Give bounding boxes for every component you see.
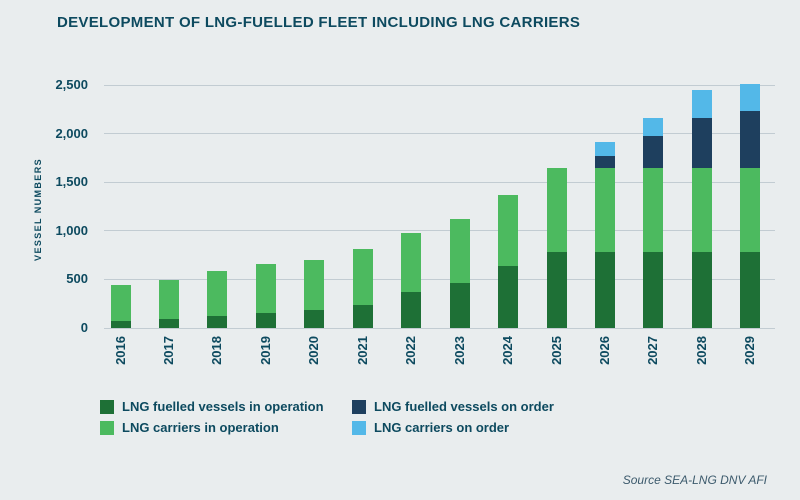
bar-segment — [740, 251, 761, 328]
bar-segment — [691, 117, 712, 169]
y-tick-label: 1,000 — [55, 222, 88, 238]
gridline — [104, 230, 775, 232]
legend-swatch — [100, 399, 114, 414]
bar-segment — [595, 155, 615, 169]
chart-title: DEVELOPMENT OF LNG-FUELLED FLEET INCLUDI… — [57, 14, 581, 31]
x-tick-label: 2027 — [645, 336, 661, 365]
bar-segment — [691, 251, 712, 328]
legend-item: LNG fuelled vessels in operation — [100, 396, 352, 417]
bar-segment — [498, 194, 519, 266]
legend-swatch — [352, 399, 366, 414]
x-tick-label: 2028 — [693, 336, 709, 365]
bar-2017 — [158, 279, 179, 328]
bar-segment — [691, 168, 712, 252]
bar-2020 — [304, 259, 325, 328]
legend-swatch — [100, 420, 114, 435]
bar-2028 — [691, 89, 712, 328]
gridline — [104, 278, 775, 280]
legend-item: LNG carriers in operation — [100, 417, 352, 438]
bar-segment — [643, 251, 664, 328]
bar-2022 — [401, 232, 422, 328]
plot-area — [104, 83, 775, 329]
chart-legend: LNG fuelled vessels in operation LNG carr… — [100, 396, 554, 438]
bar-segment — [255, 264, 276, 313]
gridline — [104, 84, 775, 86]
bar-2025 — [546, 168, 567, 328]
x-tick-label: 2021 — [354, 336, 370, 365]
gridline — [104, 327, 775, 329]
x-tick-label: 2025 — [548, 336, 564, 365]
bar-segment — [401, 232, 422, 293]
bar-segment — [643, 136, 664, 169]
x-tick-label: 2023 — [451, 336, 467, 365]
bar-segment — [643, 168, 664, 252]
bar-segment — [643, 117, 664, 137]
x-tick-label: 2016 — [112, 336, 128, 365]
x-tick-label: 2026 — [597, 336, 612, 365]
bar-segment — [207, 271, 228, 317]
bar-segment — [158, 279, 179, 319]
bar-segment — [255, 312, 276, 328]
bar-2018 — [207, 271, 228, 328]
y-tick-label: 2,500 — [55, 77, 88, 92]
bar-segment — [691, 89, 712, 118]
bar-2023 — [449, 218, 470, 328]
bar-2016 — [110, 284, 131, 328]
bar-segment — [449, 218, 470, 284]
bar-segment — [304, 259, 325, 311]
bar-segment — [207, 316, 228, 328]
bar-segment — [740, 168, 761, 252]
bar-2029 — [740, 83, 761, 328]
x-tick-label: 2020 — [306, 336, 322, 365]
bar-segment — [352, 304, 373, 328]
bar-segment — [401, 292, 422, 328]
bar-segment — [546, 251, 567, 328]
legend-label: LNG fuelled vessels on order — [374, 399, 554, 414]
y-tick-label: 2,000 — [55, 125, 88, 141]
bar-2019 — [255, 264, 276, 328]
bar-segment — [498, 265, 519, 328]
bar-segment — [740, 111, 761, 169]
x-tick-label: 2019 — [257, 336, 273, 365]
bar-2026 — [595, 142, 615, 328]
x-tick-label: 2018 — [209, 336, 225, 365]
bar-segment — [595, 142, 615, 156]
bar-2021 — [352, 248, 373, 328]
bar-segment — [352, 248, 373, 305]
legend-label: LNG carriers in operation — [122, 420, 279, 435]
legend-label: LNG carriers on order — [374, 420, 510, 435]
x-tick-label: 2017 — [160, 336, 176, 365]
y-tick-label: 1,500 — [55, 174, 88, 190]
legend-label: LNG fuelled vessels in operation — [122, 399, 324, 414]
source-note: Source SEA-LNG DNV AFI — [622, 473, 767, 487]
legend-item: LNG fuelled vessels on order — [352, 396, 554, 417]
bar-segment — [595, 168, 615, 252]
bar-segment — [740, 83, 761, 112]
legend-swatch — [352, 420, 366, 435]
gridline — [104, 133, 775, 135]
bar-segment — [449, 283, 470, 328]
bar-segment — [110, 320, 131, 328]
gridline — [104, 181, 775, 183]
bar-segment — [158, 318, 179, 328]
x-tick-label: 2024 — [500, 336, 516, 365]
y-tick-label: 0 — [80, 320, 88, 335]
x-tick-label: 2022 — [403, 336, 419, 365]
bar-2024 — [498, 194, 519, 328]
bar-2027 — [643, 117, 664, 328]
x-tick-label: 2029 — [742, 336, 758, 365]
bar-segment — [546, 168, 567, 252]
bar-segment — [304, 310, 325, 328]
bar-segment — [595, 251, 615, 328]
y-tick-label: 500 — [66, 271, 88, 287]
bar-segment — [110, 284, 131, 321]
legend-item: LNG carriers on order — [352, 417, 554, 438]
